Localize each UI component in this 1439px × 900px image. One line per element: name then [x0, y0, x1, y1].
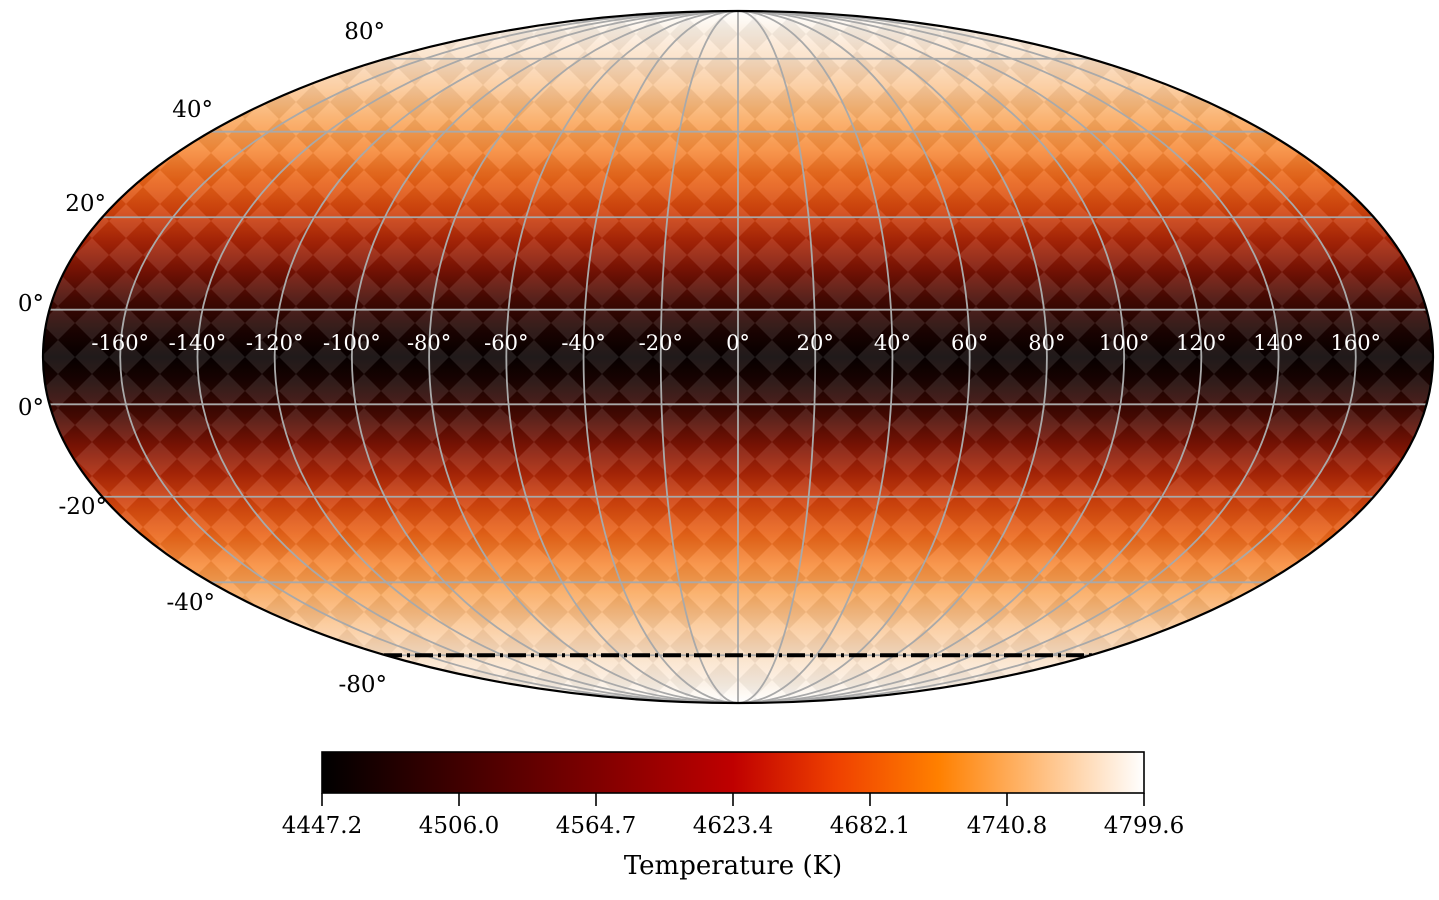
- lon-tick-label: 0°: [726, 331, 750, 355]
- longitude-gridline: [659, 11, 739, 703]
- map-boundary: [41, 9, 1435, 705]
- lon-tick-label: -20°: [639, 331, 683, 355]
- colorbar-tick-label: 4564.7: [556, 813, 636, 839]
- map-area: [43, 11, 1433, 703]
- lat-tick-label: -20°: [58, 494, 107, 520]
- longitude-gridline: [737, 11, 1357, 703]
- lon-tick-label: -120°: [246, 331, 304, 355]
- colorbar: [321, 751, 1145, 794]
- lon-tick-label: 100°: [1099, 331, 1150, 355]
- lon-tick-label: 120°: [1176, 331, 1227, 355]
- lat-tick-label: -40°: [166, 590, 215, 616]
- lat-tick-label: 40°: [172, 97, 213, 123]
- colorbar-tick-label: 4682.1: [830, 813, 910, 839]
- longitude-gridline: [737, 11, 1280, 703]
- lon-tick-label: -100°: [323, 331, 381, 355]
- longitude-gridline: [737, 11, 1203, 703]
- lon-tick-label: -160°: [91, 331, 149, 355]
- lon-tick-label: -80°: [407, 331, 451, 355]
- longitude-gridline: [737, 11, 817, 703]
- lon-tick-label: 140°: [1253, 331, 1304, 355]
- lon-tick-label: 40°: [874, 331, 911, 355]
- longitude-gridline: [737, 11, 1048, 703]
- longitude-gridline: [428, 11, 739, 703]
- lat-tick-label: 80°: [344, 19, 385, 45]
- lon-tick-label: 160°: [1330, 331, 1381, 355]
- lon-tick-label: 20°: [797, 331, 834, 355]
- colorbar-tick-label: 4740.8: [967, 813, 1047, 839]
- lon-tick-label: -40°: [561, 331, 605, 355]
- longitude-gridline: [273, 11, 739, 703]
- colorbar-tick-label: 4447.2: [282, 813, 362, 839]
- lat-tick-label: -80°: [338, 672, 387, 698]
- colorbar-axis-label: Temperature (K): [624, 851, 842, 881]
- longitude-gridline: [196, 11, 739, 703]
- colorbar-tick-label: 4506.0: [419, 813, 499, 839]
- colorbar-tick-label: 4623.4: [693, 813, 773, 839]
- colorbar-tick-label: 4799.6: [1104, 813, 1184, 839]
- longitude-gridline: [737, 11, 894, 703]
- longitude-gridline: [351, 11, 739, 703]
- lat-tick-label: 0°: [18, 395, 44, 421]
- longitude-gridline: [737, 11, 1125, 703]
- longitude-gridline: [582, 11, 739, 703]
- lon-tick-label: 80°: [1028, 331, 1065, 355]
- longitude-gridline: [737, 11, 971, 703]
- lon-tick-label: -60°: [484, 331, 528, 355]
- longitude-gridline: [119, 11, 739, 703]
- lat-tick-label: 20°: [65, 191, 106, 217]
- lon-tick-label: -140°: [169, 331, 227, 355]
- lon-tick-label: 60°: [951, 331, 988, 355]
- lat-tick-label: 0°: [18, 291, 44, 317]
- longitude-gridline: [505, 11, 739, 703]
